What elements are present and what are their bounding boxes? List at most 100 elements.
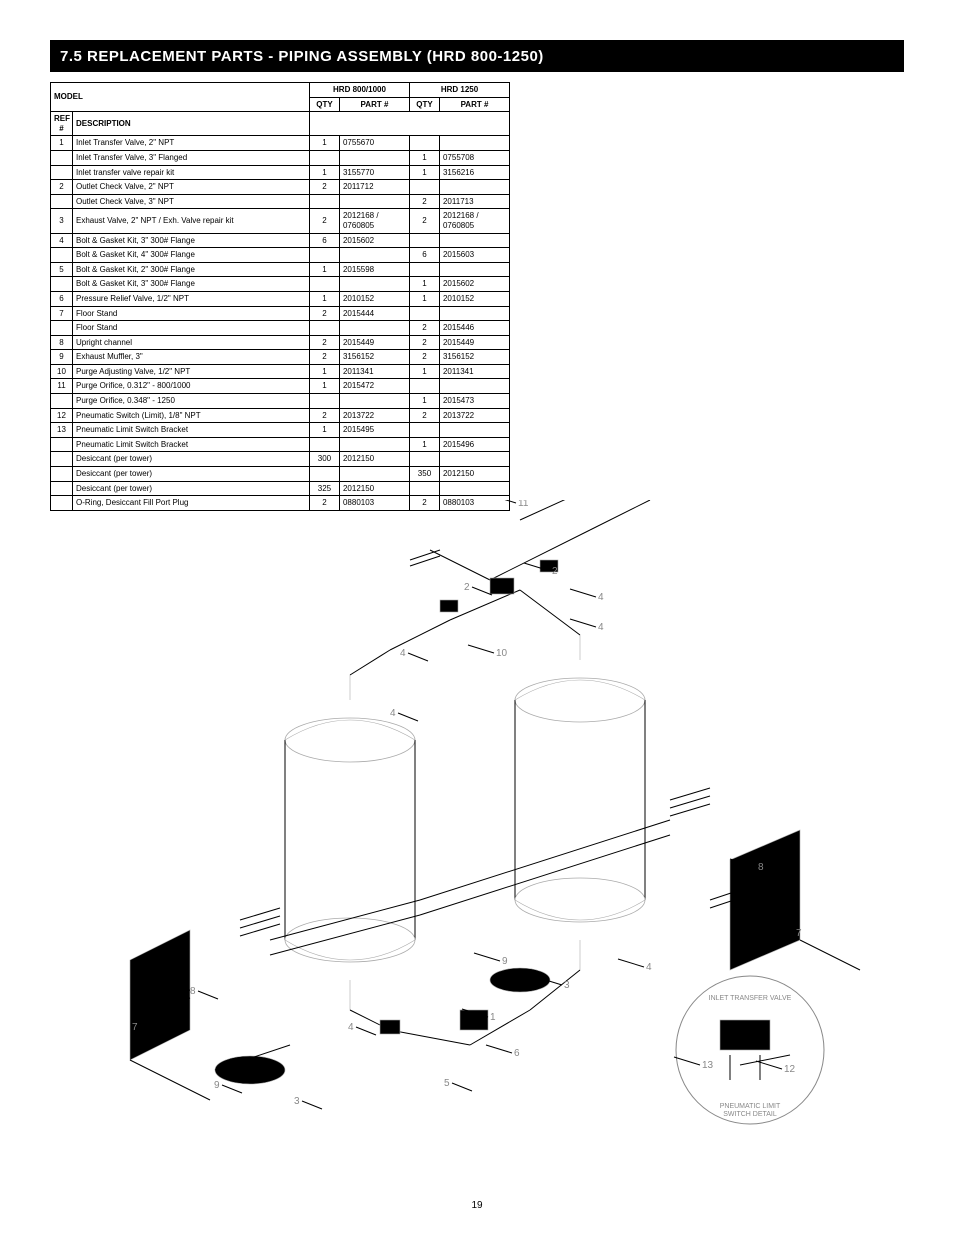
cell-desc: Bolt & Gasket Kit, 4" 300# Flange bbox=[73, 248, 310, 263]
cell-ref bbox=[51, 496, 73, 511]
cell-desc: Bolt & Gasket Kit, 3" 300# Flange bbox=[73, 277, 310, 292]
table-row: 1Inlet Transfer Valve, 2" NPT10755670 bbox=[51, 136, 510, 151]
cell-part-0: 2012168 / 0760805 bbox=[339, 209, 409, 233]
cell-qty-0: 2 bbox=[309, 335, 339, 350]
table-row: 12Pneumatic Switch (Limit), 1/8" NPT2201… bbox=[51, 408, 510, 423]
cell-part-0 bbox=[339, 150, 409, 165]
parts-table-head: MODEL HRD 800/1000 HRD 1250 QTY PART # Q… bbox=[51, 83, 510, 136]
cell-part-0 bbox=[339, 394, 409, 409]
cell-ref: 5 bbox=[51, 262, 73, 277]
cell-ref: 1 bbox=[51, 136, 73, 151]
cell-part-0: 2013722 bbox=[339, 408, 409, 423]
cell-part-1 bbox=[439, 452, 509, 467]
cell-part-0: 3156152 bbox=[339, 350, 409, 365]
cell-qty-0: 1 bbox=[309, 364, 339, 379]
callout-leader bbox=[302, 1101, 322, 1109]
cell-part-1 bbox=[439, 262, 509, 277]
cell-qty-0: 2 bbox=[309, 408, 339, 423]
callout-number: 8 bbox=[758, 862, 764, 873]
cell-qty-0: 2 bbox=[309, 350, 339, 365]
callout-number: 2 bbox=[552, 566, 558, 577]
cell-ref bbox=[51, 467, 73, 482]
cell-desc: Purge Orifice, 0.348" - 1250 bbox=[73, 394, 310, 409]
cell-part-0: 2015444 bbox=[339, 306, 409, 321]
callout-leader bbox=[452, 1083, 472, 1091]
bolt-clusters bbox=[160, 550, 740, 1008]
cell-ref bbox=[51, 194, 73, 209]
callout-leader bbox=[468, 645, 494, 653]
table-row: Pneumatic Limit Switch Bracket12015496 bbox=[51, 437, 510, 452]
cell-qty-0 bbox=[309, 248, 339, 263]
cell-ref bbox=[51, 394, 73, 409]
cell-desc: Outlet Check Valve, 3" NPT bbox=[73, 194, 310, 209]
cell-part-0: 2012150 bbox=[339, 481, 409, 496]
detail-circle: INLET TRANSFER VALVE PNEUMATIC LIMIT SWI… bbox=[676, 976, 824, 1124]
cell-part-0: 2015602 bbox=[339, 233, 409, 248]
cell-ref bbox=[51, 437, 73, 452]
cell-desc: Purge Orifice, 0.312" - 800/1000 bbox=[73, 379, 310, 394]
cell-ref bbox=[51, 452, 73, 467]
cell-ref: 9 bbox=[51, 350, 73, 365]
cell-part-1: 2015602 bbox=[439, 277, 509, 292]
callout-number: 2 bbox=[464, 582, 470, 593]
page-number: 19 bbox=[0, 1200, 954, 1211]
cell-ref bbox=[51, 150, 73, 165]
cell-part-1: 2015473 bbox=[439, 394, 509, 409]
callout-number: 4 bbox=[348, 1022, 354, 1033]
cell-qty-1: 2 bbox=[409, 408, 439, 423]
header-part-1: PART # bbox=[439, 97, 509, 112]
cell-desc: Desiccant (per tower) bbox=[73, 481, 310, 496]
callout-number: 4 bbox=[598, 622, 604, 633]
cell-desc: Desiccant (per tower) bbox=[73, 467, 310, 482]
cell-qty-0 bbox=[309, 467, 339, 482]
parts-table: MODEL HRD 800/1000 HRD 1250 QTY PART # Q… bbox=[50, 82, 510, 511]
cell-part-1: 3156216 bbox=[439, 165, 509, 180]
cell-desc: Exhaust Muffler, 3" bbox=[73, 350, 310, 365]
cell-part-1 bbox=[439, 136, 509, 151]
cell-part-1 bbox=[439, 423, 509, 438]
parts-table-body: 1Inlet Transfer Valve, 2" NPT10755670Inl… bbox=[51, 136, 510, 510]
cell-desc: Outlet Check Valve, 2" NPT bbox=[73, 180, 310, 195]
cell-ref: 7 bbox=[51, 306, 73, 321]
cell-qty-1: 1 bbox=[409, 291, 439, 306]
cell-desc: Bolt & Gasket Kit, 3" 300# Flange bbox=[73, 233, 310, 248]
cell-desc: Floor Stand bbox=[73, 306, 310, 321]
header-model: MODEL bbox=[54, 92, 83, 101]
cell-ref bbox=[51, 481, 73, 496]
callout-number: 9 bbox=[214, 1080, 220, 1091]
cell-ref bbox=[51, 248, 73, 263]
table-row: Desiccant (per tower)3502012150 bbox=[51, 467, 510, 482]
cell-part-0 bbox=[339, 437, 409, 452]
cell-part-1 bbox=[439, 481, 509, 496]
cell-qty-0: 300 bbox=[309, 452, 339, 467]
detail-label-bottom-2: SWITCH DETAIL bbox=[723, 1111, 777, 1118]
header-model-cell: MODEL bbox=[51, 83, 310, 112]
callout-leader bbox=[618, 959, 644, 967]
cell-part-0: 2015472 bbox=[339, 379, 409, 394]
cell-desc: Desiccant (per tower) bbox=[73, 452, 310, 467]
cell-qty-1 bbox=[409, 481, 439, 496]
cell-desc: Pressure Relief Valve, 1/2" NPT bbox=[73, 291, 310, 306]
cell-qty-1 bbox=[409, 180, 439, 195]
callout-number: 4 bbox=[390, 708, 396, 719]
cell-part-0 bbox=[339, 277, 409, 292]
cell-qty-1: 350 bbox=[409, 467, 439, 482]
cell-part-0 bbox=[339, 194, 409, 209]
cell-part-1 bbox=[439, 180, 509, 195]
cell-desc: Purge Adjusting Valve, 1/2" NPT bbox=[73, 364, 310, 379]
cell-desc: Exhaust Valve, 2" NPT / Exh. Valve repai… bbox=[73, 209, 310, 233]
cell-part-1: 2015603 bbox=[439, 248, 509, 263]
callout-number: 10 bbox=[496, 648, 508, 659]
cell-part-1: 2015496 bbox=[439, 437, 509, 452]
table-row: Floor Stand22015446 bbox=[51, 321, 510, 336]
callout-leader bbox=[222, 1085, 242, 1093]
cell-ref bbox=[51, 165, 73, 180]
cell-ref bbox=[51, 277, 73, 292]
callout-number: 3 bbox=[294, 1096, 300, 1107]
table-row: 6Pressure Relief Valve, 1/2" NPT12010152… bbox=[51, 291, 510, 306]
header-model-1: HRD 1250 bbox=[409, 83, 509, 98]
callout-leader bbox=[570, 589, 596, 597]
cell-qty-0: 325 bbox=[309, 481, 339, 496]
section-title-bar: 7.5 REPLACEMENT PARTS - PIPING ASSEMBLY … bbox=[50, 40, 904, 72]
cell-desc: Bolt & Gasket Kit, 2" 300# Flange bbox=[73, 262, 310, 277]
